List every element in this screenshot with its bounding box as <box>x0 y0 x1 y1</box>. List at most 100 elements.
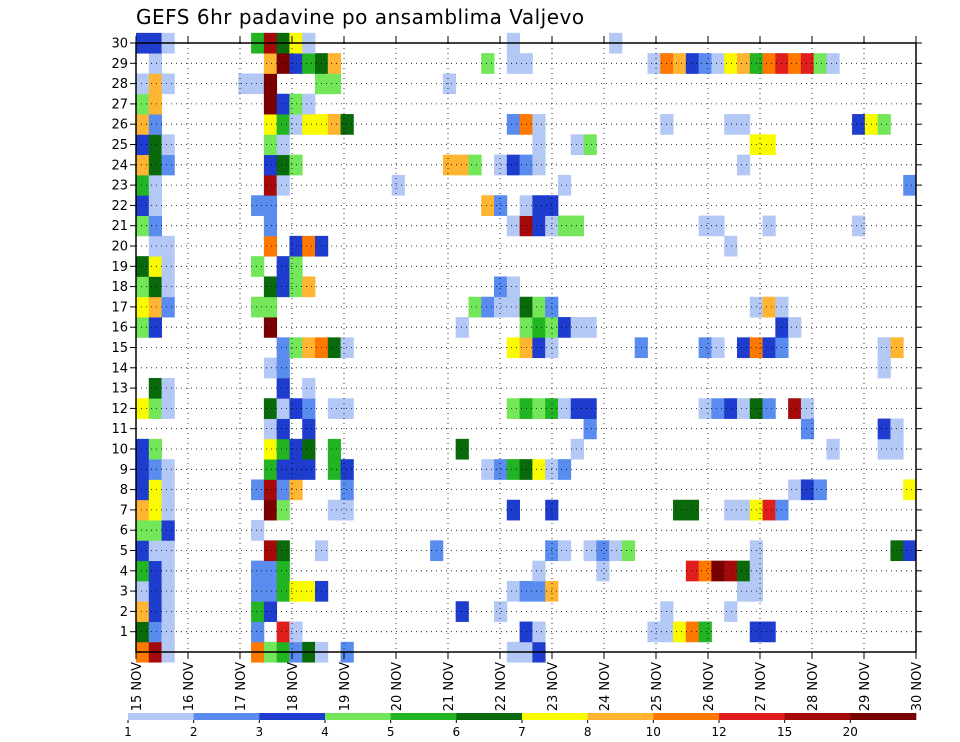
heatmap-cell <box>711 560 725 582</box>
heatmap-cell <box>136 256 150 277</box>
heatmap-cell <box>263 276 278 298</box>
heatmap-cell <box>673 621 687 643</box>
heatmap-cell <box>800 53 815 74</box>
y-tick-label: 14 <box>111 361 128 376</box>
heatmap-cell <box>673 53 687 74</box>
heatmap-cell <box>570 317 597 338</box>
heatmap-cell <box>762 499 776 521</box>
heatmap-cell <box>724 398 738 419</box>
heatmap-cell <box>557 459 572 480</box>
heatmap-cell <box>276 560 290 582</box>
heatmap-cell <box>263 53 278 74</box>
y-tick-label: 18 <box>111 280 128 295</box>
legend-swatch <box>850 713 917 720</box>
y-axis: 1234567891011121314151617181920212223242… <box>111 37 922 640</box>
heatmap-cell <box>161 296 175 318</box>
x-tick-label: 29 NOV <box>858 662 873 711</box>
x-tick-label: 15 NOV <box>130 662 145 711</box>
legend-label: 15 <box>777 725 792 739</box>
heatmap-cell <box>698 337 712 359</box>
heatmap-cell <box>136 195 150 216</box>
y-tick-label: 21 <box>111 219 128 234</box>
heatmap-cell <box>148 73 162 95</box>
heatmap-cell <box>749 621 776 643</box>
legend-label: 3 <box>255 725 263 739</box>
heatmap-cell <box>148 499 162 521</box>
legend: 1 2 3 4 5 6 7 8 10 12 15 20 <box>124 713 917 739</box>
heatmap-cell <box>647 53 661 74</box>
heatmap-cell <box>302 276 316 298</box>
x-tick-label: 18 NOV <box>286 662 301 711</box>
heatmap-cell <box>596 540 610 562</box>
heatmap-cell <box>276 93 290 115</box>
heatmap-cell <box>340 459 354 480</box>
x-tick-label: 25 NOV <box>650 662 665 711</box>
heatmap-cell <box>148 154 162 176</box>
heatmap-cell <box>263 601 278 622</box>
heatmap-cell <box>148 134 162 156</box>
heatmap-cell <box>263 235 278 257</box>
heatmap-cell <box>136 317 150 338</box>
heatmap-cell <box>506 276 521 298</box>
legend-swatch <box>128 713 194 720</box>
heatmap-cell <box>302 580 316 602</box>
legend-swatch <box>719 713 785 720</box>
heatmap-cell <box>877 418 891 440</box>
heatmap-cell <box>263 499 278 521</box>
heatmap-cell <box>263 174 278 196</box>
heatmap-cell <box>736 560 751 582</box>
heatmap-cell <box>161 479 175 501</box>
heatmap-cell <box>532 459 546 480</box>
heatmap-cell <box>890 418 904 440</box>
heatmap-cell <box>161 377 175 399</box>
heatmap-cell <box>788 398 802 419</box>
heatmap-cell <box>276 256 290 277</box>
heatmap-cell <box>736 398 751 419</box>
heatmap-cell <box>570 438 584 460</box>
heatmap-cell <box>685 53 700 74</box>
heatmap-cell <box>736 154 751 176</box>
heatmap-cell <box>327 398 354 419</box>
heatmap-cell <box>506 459 521 480</box>
heatmap-cell <box>302 438 316 460</box>
legend-label: 7 <box>518 725 526 739</box>
heatmap-cell <box>494 154 508 176</box>
y-tick-label: 16 <box>111 321 128 336</box>
y-tick-label: 26 <box>111 118 128 133</box>
heatmap-cell <box>762 337 776 359</box>
heatmap-cell <box>276 479 290 501</box>
y-tick-label: 30 <box>111 37 128 52</box>
y-tick-label: 28 <box>111 77 128 92</box>
heatmap-cell <box>161 459 175 480</box>
heatmap-cell <box>302 418 316 440</box>
y-tick-label: 15 <box>111 341 128 356</box>
heatmap-cell <box>698 560 712 582</box>
heatmap-cell <box>161 580 175 602</box>
heatmap-cell <box>148 53 162 74</box>
x-tick-label: 19 NOV <box>338 662 353 711</box>
heatmap-cell <box>877 357 891 379</box>
heatmap-cell <box>481 459 495 480</box>
heatmap-cell <box>136 459 150 480</box>
heatmap-cell <box>327 499 354 521</box>
heatmap-cell <box>557 317 572 338</box>
heatmap-cell <box>736 337 751 359</box>
heatmap-cell <box>506 215 521 237</box>
heatmap-cell <box>161 601 175 622</box>
heatmap-cell <box>136 174 150 196</box>
heatmap-cell <box>161 520 175 541</box>
y-tick-label: 3 <box>120 585 128 600</box>
heatmap-cell <box>148 93 162 115</box>
heatmap-cell <box>148 377 162 399</box>
heatmap-cell <box>251 601 265 622</box>
heatmap-cell <box>340 337 354 359</box>
y-tick-label: 7 <box>120 503 128 518</box>
heatmap-cell <box>506 337 521 359</box>
heatmap-cell <box>532 560 546 582</box>
x-tick-label: 21 NOV <box>442 662 457 711</box>
heatmap-cell <box>813 479 827 501</box>
heatmap-cell <box>506 114 521 135</box>
heatmap-cell <box>302 337 316 359</box>
heatmap-cell <box>302 235 316 257</box>
